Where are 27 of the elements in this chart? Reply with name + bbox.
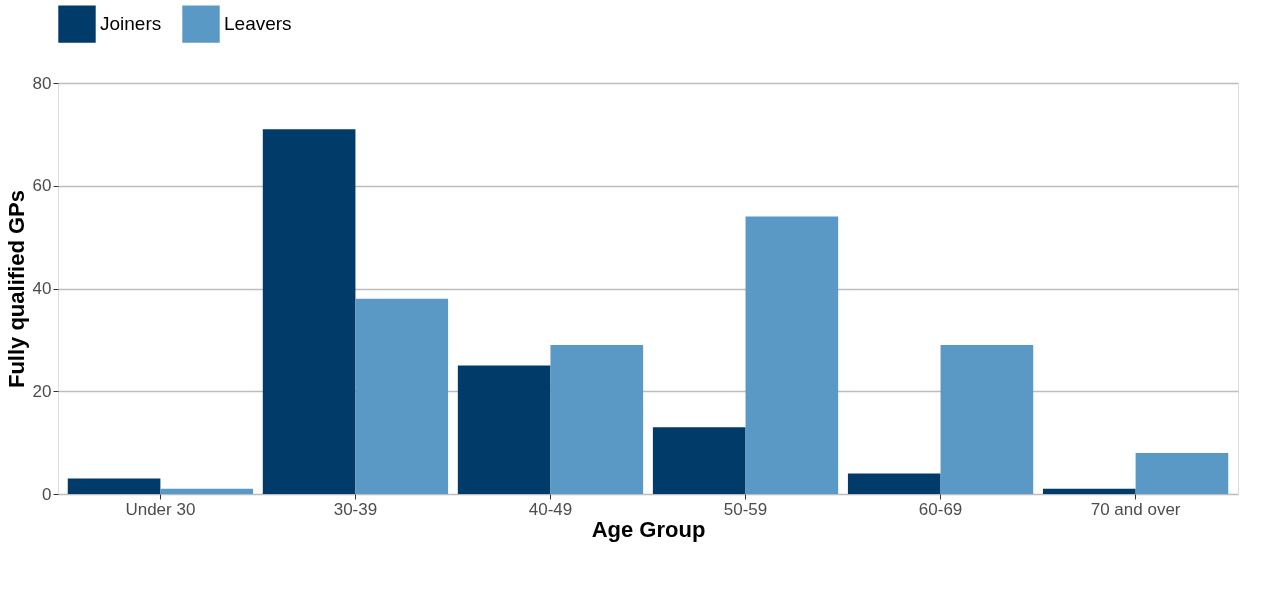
x-tick-label: Under 30 — [125, 499, 196, 519]
bar — [1042, 488, 1136, 494]
bar — [262, 129, 356, 494]
y-tick-label: 0 — [42, 484, 52, 504]
bar — [355, 298, 449, 494]
bar — [652, 427, 746, 494]
bar — [160, 488, 254, 494]
y-tick-label: 60 — [32, 176, 52, 196]
legend-label: Joiners — [100, 13, 162, 35]
x-tick-label: 50-59 — [723, 499, 768, 519]
y-tick-label: 40 — [32, 279, 52, 298]
bar — [847, 473, 941, 494]
legend-label: Leavers — [224, 13, 292, 35]
x-tick-label: 60-69 — [918, 499, 963, 519]
x-tick-label: 30-39 — [333, 499, 378, 519]
x-axis-title: Age Group — [591, 516, 706, 542]
y-axis-title: Fully qualified GPs — [3, 189, 29, 389]
bar — [745, 216, 839, 494]
bar — [550, 345, 644, 494]
x-tick-label: 40-49 — [528, 499, 573, 519]
y-tick-label: 80 — [32, 73, 52, 93]
x-tick-label: 70 and over — [1090, 499, 1181, 519]
bar — [1135, 452, 1229, 494]
bar — [67, 478, 161, 494]
bar — [457, 365, 551, 494]
y-tick-label: 20 — [32, 381, 52, 401]
bar — [940, 345, 1034, 494]
